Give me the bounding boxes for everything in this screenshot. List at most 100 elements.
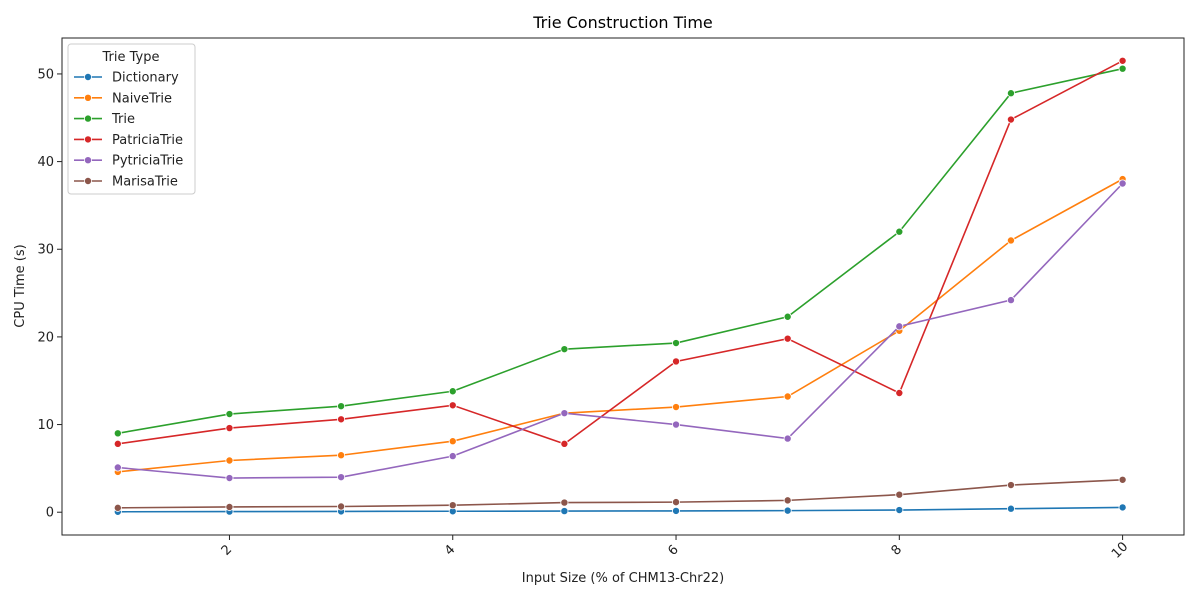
data-point — [225, 424, 234, 433]
legend-label: NaiveTrie — [112, 91, 172, 106]
legend-item: Trie — [74, 112, 135, 127]
legend-swatch-marker — [84, 114, 93, 123]
series-MarisaTrie — [113, 475, 1127, 512]
x-tick-label: 2 — [219, 542, 235, 558]
data-point — [672, 506, 681, 515]
series-line — [117, 60, 1123, 445]
series-PytriciaTrie — [113, 179, 1127, 483]
x-tick-label: 10 — [1109, 539, 1131, 561]
data-point — [672, 420, 681, 429]
x-axis: 2 4 6 8 10 — [219, 535, 1131, 562]
legend-label: Dictionary — [112, 71, 179, 86]
data-point — [337, 402, 346, 411]
series-line — [117, 67, 1123, 435]
legend-label: PytriciaTrie — [112, 154, 183, 169]
legend-item: NaiveTrie — [74, 91, 172, 106]
data-point — [895, 388, 904, 397]
legend-title: Trie Type — [102, 50, 160, 65]
data-point — [1006, 115, 1015, 124]
series-PatriciaTrie — [113, 56, 1127, 448]
legend-label: Trie — [111, 112, 135, 127]
data-point — [783, 334, 792, 343]
data-point — [560, 409, 569, 418]
legend-box — [67, 43, 196, 195]
y-tick-label: 50 — [37, 67, 54, 82]
y-tick-label: 20 — [37, 330, 54, 345]
y-tick-label: 10 — [37, 418, 54, 433]
data-point — [225, 502, 234, 511]
y-tick-label: 0 — [46, 506, 54, 521]
data-point — [1118, 64, 1127, 73]
series-line — [117, 478, 1123, 509]
series-line — [117, 178, 1123, 473]
data-point — [1118, 56, 1127, 65]
legend-swatch-marker — [84, 156, 93, 165]
x-axis-title: Input Size (% of CHM13-Chr22) — [522, 571, 724, 586]
x-tick-label: 6 — [665, 542, 681, 558]
y-axis-title: CPU Time (s) — [13, 244, 28, 327]
y-axis: 0 10 20 30 40 50 — [37, 67, 62, 521]
data-point — [1006, 296, 1015, 305]
series-layer — [113, 56, 1127, 516]
data-point — [113, 463, 122, 472]
data-point — [448, 401, 457, 410]
legend-label: PatriciaTrie — [112, 133, 183, 148]
data-point — [783, 392, 792, 401]
data-point — [448, 387, 457, 396]
x-tick-label: 4 — [442, 542, 458, 558]
x-tick-label: 8 — [889, 542, 905, 558]
data-point — [560, 507, 569, 516]
data-point — [448, 501, 457, 510]
data-point — [672, 403, 681, 412]
data-point — [895, 322, 904, 331]
y-tick-label: 30 — [37, 243, 54, 258]
data-point — [337, 451, 346, 460]
legend-swatch-marker — [84, 135, 93, 144]
legend-item: PytriciaTrie — [74, 154, 183, 169]
data-point — [895, 490, 904, 499]
legend-swatch-marker — [84, 93, 93, 102]
chart-title: Trie Construction Time — [532, 13, 713, 32]
plot-frame — [61, 37, 1185, 536]
data-point — [672, 357, 681, 366]
data-point — [783, 506, 792, 515]
data-point — [1006, 89, 1015, 98]
series-line — [117, 182, 1124, 479]
data-point — [1006, 504, 1015, 513]
series-Dictionary — [113, 503, 1127, 516]
data-point — [783, 496, 792, 505]
data-point — [672, 498, 681, 507]
data-point — [1118, 475, 1127, 484]
data-point — [783, 312, 792, 321]
data-point — [783, 434, 792, 443]
y-tick-label: 40 — [37, 155, 54, 170]
data-point — [113, 439, 122, 448]
data-point — [113, 429, 122, 438]
data-point — [337, 415, 346, 424]
data-point — [113, 503, 122, 512]
data-point — [337, 473, 346, 482]
series-line — [117, 506, 1123, 513]
data-point — [225, 474, 234, 483]
legend-item: MarisaTrie — [74, 175, 178, 190]
data-point — [337, 502, 346, 511]
data-point — [448, 437, 457, 446]
data-point — [225, 410, 234, 419]
series-Trie — [113, 64, 1127, 438]
legend-label: MarisaTrie — [112, 175, 178, 190]
data-point — [560, 345, 569, 354]
series-NaiveTrie — [113, 175, 1127, 476]
data-point — [560, 498, 569, 507]
data-point — [448, 452, 457, 461]
data-point — [895, 227, 904, 236]
data-point — [1006, 481, 1015, 490]
legend-swatch-marker — [84, 73, 93, 82]
legend-swatch-marker — [84, 176, 93, 185]
data-point — [895, 506, 904, 515]
legend-item: PatriciaTrie — [74, 133, 183, 148]
data-point — [1006, 236, 1015, 245]
legend: Trie Type Dictionary NaiveTrie Trie Patrici… — [67, 43, 196, 195]
data-point — [1118, 503, 1127, 512]
data-point — [672, 339, 681, 348]
